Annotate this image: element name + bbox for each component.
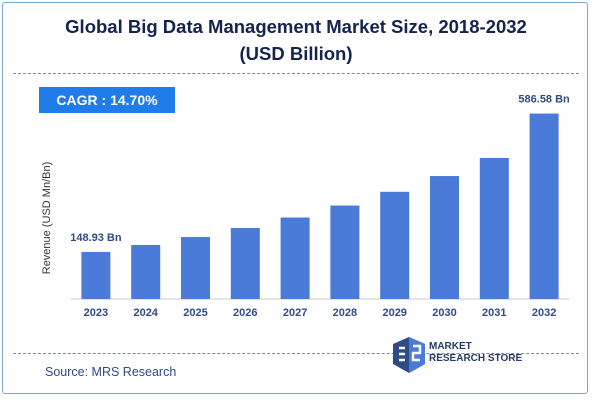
x-tick-label-2031: 2031 <box>482 307 506 319</box>
bar-2025 <box>181 237 210 299</box>
y-axis-label: Revenue (USD Mn/Bn) <box>41 162 53 275</box>
bar-2027 <box>280 217 310 299</box>
bar-2029 <box>380 191 410 299</box>
x-tick-label-2025: 2025 <box>183 307 207 319</box>
chart-frame: Global Big Data Management Market Size, … <box>2 2 588 394</box>
title-line-1: Global Big Data Management Market Size, … <box>65 16 527 37</box>
logo-line-1: MARKET <box>429 341 472 352</box>
data-label-2032: 586.58 Bn <box>518 94 570 106</box>
data-label-2023: 148.93 Bn <box>70 232 122 244</box>
x-tick-label-2026: 2026 <box>233 307 257 319</box>
x-tick-label-2032: 2032 <box>532 307 556 319</box>
mrs-logo-icon <box>393 337 425 373</box>
top-divider <box>13 73 579 74</box>
x-tick-label-2027: 2027 <box>283 307 307 319</box>
bar-2032 <box>529 113 559 299</box>
bar-chart: Revenue (USD Mn/Bn) 2023 148.93 Bn 2024 2025… <box>41 94 570 319</box>
chart-title: Global Big Data Management Market Size, … <box>3 13 587 67</box>
cagr-badge: CAGR : 14.70% <box>39 87 175 113</box>
bar-2030 <box>430 176 459 299</box>
bar-2028 <box>330 205 360 299</box>
bar-2024 <box>131 244 161 299</box>
x-tick-label-2028: 2028 <box>333 307 357 319</box>
x-tick-label-2024: 2024 <box>133 307 158 319</box>
bottom-divider <box>13 353 579 354</box>
x-tick-label-2023: 2023 <box>84 307 108 319</box>
x-tick-label-2029: 2029 <box>382 307 406 319</box>
source-note: Source: MRS Research <box>45 365 177 379</box>
bar-2023 <box>81 251 111 299</box>
title-line-2: (USD Billion) <box>239 43 353 64</box>
logo-text: MARKET RESEARCH STORE <box>429 341 559 365</box>
bar-2026 <box>230 227 260 299</box>
bar-2031 <box>479 157 509 299</box>
logo-line-2: RESEARCH STORE <box>429 353 523 364</box>
x-tick-label-2030: 2030 <box>432 307 456 319</box>
